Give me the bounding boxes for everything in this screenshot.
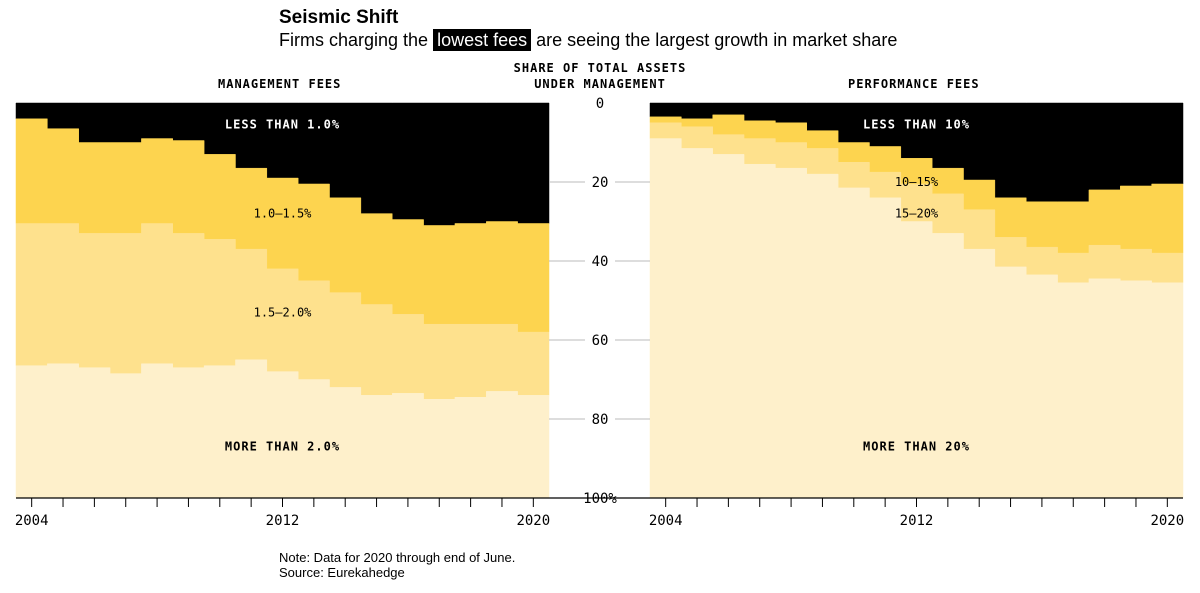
series-label-management-2: 1.5–2.0% (254, 305, 313, 319)
y-tick-label: 100% (583, 491, 617, 507)
series-label-management-0: LESS THAN 1.0% (225, 118, 340, 132)
performance-panel-title: PERFORMANCE FEES (848, 77, 980, 91)
y-tick-label: 40 (592, 254, 609, 270)
y-tick-label: 60 (592, 333, 609, 349)
x-tick-label: 2020 (1150, 513, 1184, 529)
subtitle-before: Firms charging the (279, 30, 429, 50)
x-tick-label: 2004 (15, 513, 49, 529)
x-tick-label: 2012 (266, 513, 300, 529)
series-label-management-1: 1.0–1.5% (254, 207, 313, 221)
x-tick-label: 2012 (900, 513, 934, 529)
management-panel-title: MANAGEMENT FEES (218, 77, 342, 91)
source-text: Source: Eurekahedge (279, 565, 405, 580)
note-text: Note: Data for 2020 through end of June. (279, 550, 516, 565)
chart-subtitle: Firms charging the lowest fees are seein… (279, 29, 898, 51)
subtitle-highlight: lowest fees (433, 29, 532, 51)
footnote: Note: Data for 2020 through end of June.… (279, 550, 515, 580)
y-tick-label: 80 (592, 412, 609, 428)
series-label-performance-1: 10–15% (895, 175, 939, 189)
series-label-performance-2: 15–20% (895, 207, 939, 221)
y-axis-title: SHARE OF TOTAL ASSETS UNDER MANAGEMENT (513, 61, 687, 91)
series-label-performance-3: MORE THAN 20% (863, 440, 970, 454)
chart-title: Seismic Shift (279, 7, 399, 28)
subtitle-after: are seeing the largest growth in market … (536, 30, 898, 50)
x-tick-label: 2004 (649, 513, 683, 529)
series-label-performance-0: LESS THAN 10% (863, 118, 970, 132)
y-tick-label: 0 (596, 96, 604, 112)
series-label-management-3: MORE THAN 2.0% (225, 440, 340, 454)
y-tick-label: 20 (592, 175, 609, 191)
x-tick-label: 2020 (516, 513, 550, 529)
